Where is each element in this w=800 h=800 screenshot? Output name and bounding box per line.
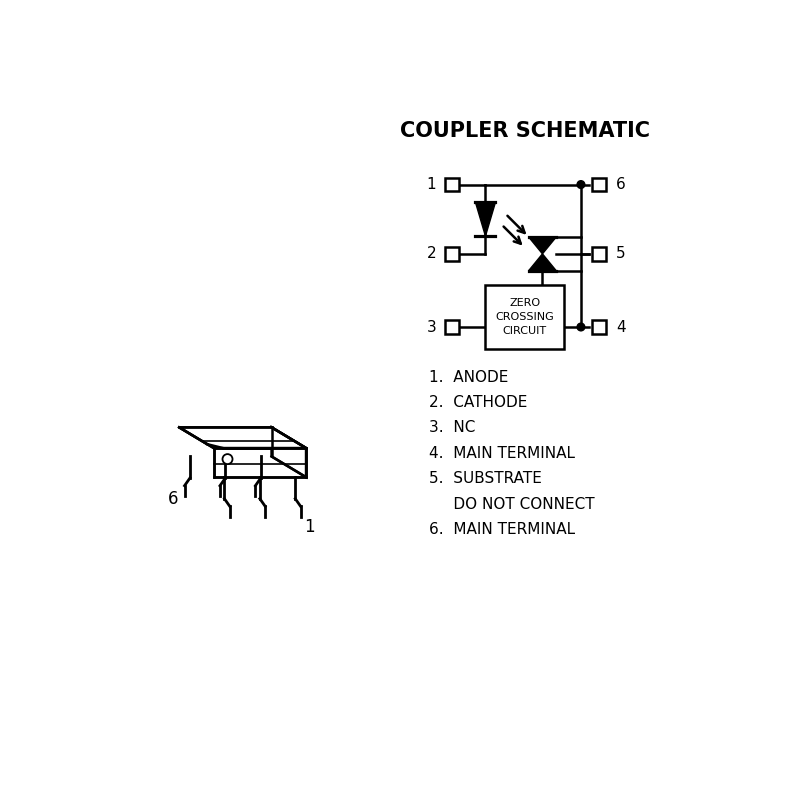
Text: 6: 6	[616, 177, 626, 192]
Text: 5: 5	[616, 246, 626, 262]
Text: 4: 4	[616, 319, 626, 334]
Text: 1: 1	[426, 177, 436, 192]
Text: 2: 2	[426, 246, 436, 262]
Bar	[446, 320, 459, 334]
Text: 6: 6	[168, 490, 178, 508]
Bar	[592, 320, 606, 334]
Text: 4.  MAIN TERMINAL: 4. MAIN TERMINAL	[430, 446, 575, 461]
Circle shape	[222, 454, 233, 464]
Polygon shape	[271, 427, 306, 477]
Polygon shape	[475, 202, 495, 236]
Bar	[486, 285, 564, 349]
Text: 1: 1	[304, 518, 314, 536]
Text: COUPLER SCHEMATIC: COUPLER SCHEMATIC	[401, 121, 650, 141]
Polygon shape	[179, 427, 306, 448]
Text: 3.  NC: 3. NC	[430, 420, 476, 435]
Circle shape	[577, 323, 585, 331]
Text: 6.  MAIN TERMINAL: 6. MAIN TERMINAL	[430, 522, 575, 537]
Text: ZERO
CROSSING
CIRCUIT: ZERO CROSSING CIRCUIT	[495, 298, 554, 336]
Bar	[446, 178, 459, 191]
Bar	[446, 247, 459, 261]
Polygon shape	[529, 254, 556, 270]
Bar	[592, 247, 606, 261]
Polygon shape	[529, 237, 556, 254]
Text: 2.  CATHODE: 2. CATHODE	[430, 395, 528, 410]
Bar	[592, 178, 606, 191]
Text: DO NOT CONNECT: DO NOT CONNECT	[430, 497, 595, 512]
Text: 5.  SUBSTRATE: 5. SUBSTRATE	[430, 471, 542, 486]
Text: 3: 3	[426, 319, 436, 334]
Text: 1.  ANODE: 1. ANODE	[430, 370, 509, 385]
Circle shape	[577, 181, 585, 189]
Polygon shape	[214, 448, 306, 477]
